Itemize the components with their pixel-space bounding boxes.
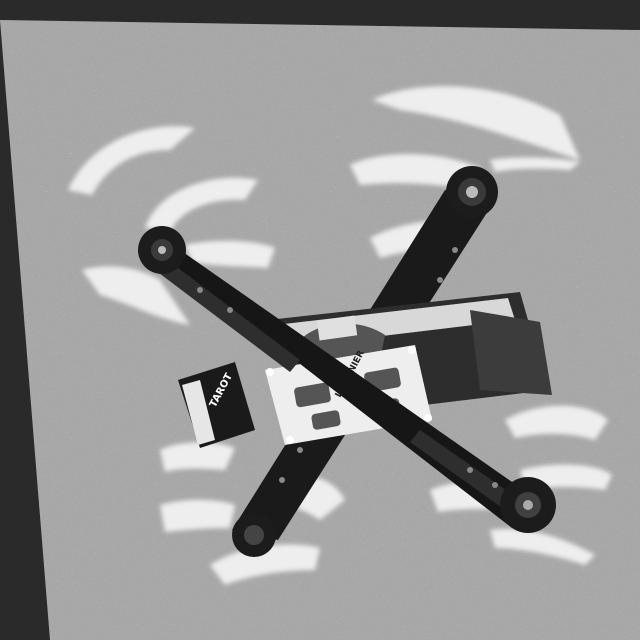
prop-streak-bl-1	[160, 442, 235, 472]
prop-streak-br-4	[490, 528, 595, 565]
plate-bolts	[266, 346, 432, 444]
propeller-blur-streaks	[68, 86, 612, 585]
prop-streak-tr-2	[350, 154, 480, 190]
cable-tie	[316, 315, 358, 341]
prop-streak-bl-2	[160, 499, 235, 532]
prop-streak-tl-4	[82, 266, 190, 325]
drone-body: TAROT LUMENIER	[178, 292, 552, 448]
arm-front	[138, 226, 556, 533]
prop-streak-tr-4	[490, 157, 580, 172]
prop-streak-tl-1	[68, 126, 195, 195]
prop-streak-tl-3	[185, 240, 275, 268]
prop-streak-tl-2	[145, 177, 258, 232]
prop-streak-tr-1	[372, 86, 580, 160]
prop-streak-bl-4	[210, 544, 320, 585]
prop-streak-br-1	[505, 405, 608, 440]
